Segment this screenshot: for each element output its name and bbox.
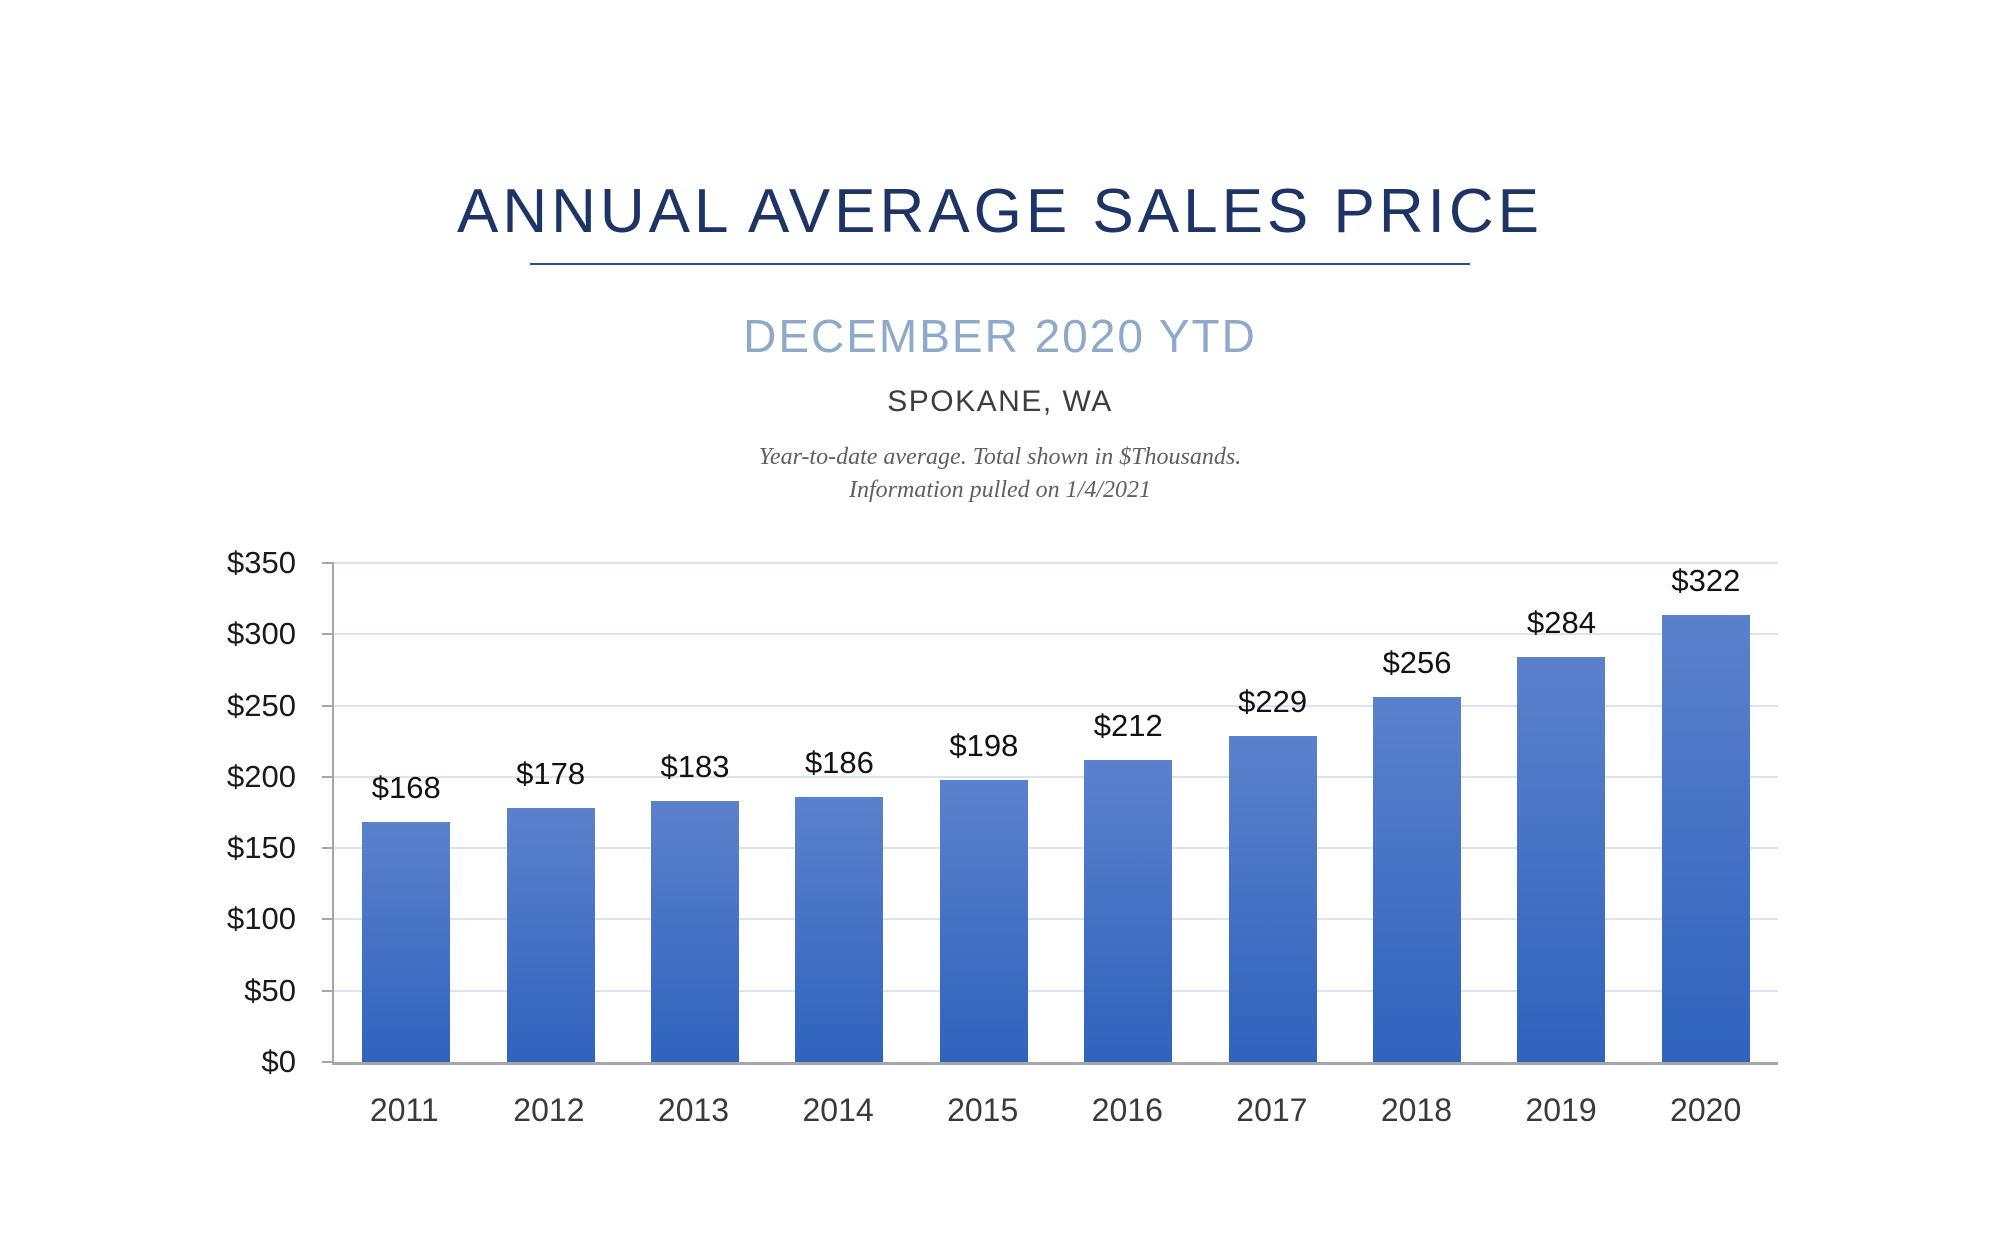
bar (939, 779, 1028, 1062)
bars-row: $168 $178 $183 $186 $198 $212 $229 $256 $284 $322 (334, 563, 1778, 1062)
bar-value-label: $183 (660, 749, 730, 785)
gridline (334, 775, 1778, 778)
bar-slot: $198 (912, 563, 1056, 1062)
x-axis-label: 2011 (369, 1092, 439, 1128)
x-axis-label: 2012 (513, 1092, 585, 1128)
y-axis-label: $300 (227, 616, 296, 652)
y-axis-tick (322, 562, 334, 564)
gridline (334, 918, 1778, 921)
bar-slot: $256 (1345, 563, 1489, 1062)
bar-slot: $229 (1200, 563, 1344, 1062)
bar-slot: $212 (1056, 563, 1200, 1062)
bar-value-label: $229 (1238, 683, 1308, 719)
bar-slot: $284 (1489, 563, 1633, 1062)
x-axis-label: 2020 (1670, 1092, 1742, 1128)
chart-title: ANNUAL AVERAGE SALES PRICE (456, 177, 1543, 246)
y-axis-label: $0 (261, 1044, 296, 1079)
plot-area: $168 $178 $183 $186 $198 $212 $229 $256 $284 $322… (227, 545, 1778, 1079)
x-axis-label: 2014 (802, 1092, 874, 1128)
y-axis-label: $100 (227, 901, 296, 937)
bar (1517, 657, 1606, 1062)
bar-value-label: $322 (1671, 563, 1741, 598)
gridline (334, 847, 1778, 850)
bar-slot: $168 (334, 563, 478, 1062)
chart-subtitle: DECEMBER 2020 YTD (743, 310, 1257, 363)
y-axis-label: $350 (227, 545, 296, 580)
bar-slot: $186 (767, 563, 911, 1062)
note-line-1: Year-to-date average. Total shown in $Th… (758, 444, 1242, 471)
bar-value-label: $178 (516, 756, 586, 792)
bar (1228, 735, 1317, 1062)
x-axis-label: 2015 (947, 1092, 1019, 1128)
y-axis-tick (322, 633, 334, 636)
y-axis-label: $150 (227, 830, 296, 866)
y-axis-tick (322, 704, 334, 707)
gridline (334, 989, 1778, 992)
gridline (334, 633, 1778, 636)
x-axis-label: 2013 (657, 1092, 730, 1128)
bar (1084, 759, 1173, 1062)
y-axis-tick (322, 989, 334, 992)
title-underline (530, 263, 1470, 266)
chart-notes: Year-to-date average. Total shown in $Th… (0, 441, 2000, 507)
y-axis-label: $250 (227, 687, 296, 723)
bar-value-label: $256 (1382, 645, 1452, 681)
bar-slot: $178 (478, 563, 622, 1062)
bar-slot: $183 (623, 563, 767, 1062)
x-axis-labels: 2011 2012 2013 2014 2015 2016 2017 2018 2019 2020 (332, 1092, 1778, 1129)
bar (362, 822, 451, 1062)
bar-value-label: $168 (371, 770, 441, 806)
bar-value-label: $186 (804, 744, 874, 780)
y-axis-tick (322, 918, 334, 921)
bar (651, 801, 740, 1062)
bar-slot: $322 (1634, 563, 1778, 1062)
header: ANNUAL AVERAGE SALES PRICE DECEMBER 2020… (0, 0, 2000, 507)
bar (1661, 615, 1750, 1062)
chart-location: SPOKANE, WA (887, 385, 1113, 419)
bar (1373, 697, 1462, 1062)
y-axis-tick (322, 1061, 334, 1063)
gridline (334, 562, 1778, 564)
note-line-2: Information pulled on 1/4/2021 (849, 477, 1151, 504)
x-axis-label: 2019 (1525, 1092, 1597, 1128)
bar (506, 808, 595, 1062)
y-axis-tick (322, 847, 334, 850)
x-axis-label: 2016 (1091, 1092, 1163, 1128)
gridline (334, 704, 1778, 707)
x-axis-label: 2017 (1236, 1092, 1308, 1128)
bar (795, 796, 884, 1062)
bar-value-label: $284 (1526, 605, 1596, 641)
x-axis-label: 2018 (1380, 1092, 1453, 1128)
y-axis-label: $50 (244, 972, 296, 1008)
y-axis-tick (322, 775, 334, 778)
bar-value-label: $212 (1093, 707, 1163, 743)
y-axis-label: $200 (227, 758, 296, 794)
bar-value-label: $198 (949, 727, 1019, 763)
